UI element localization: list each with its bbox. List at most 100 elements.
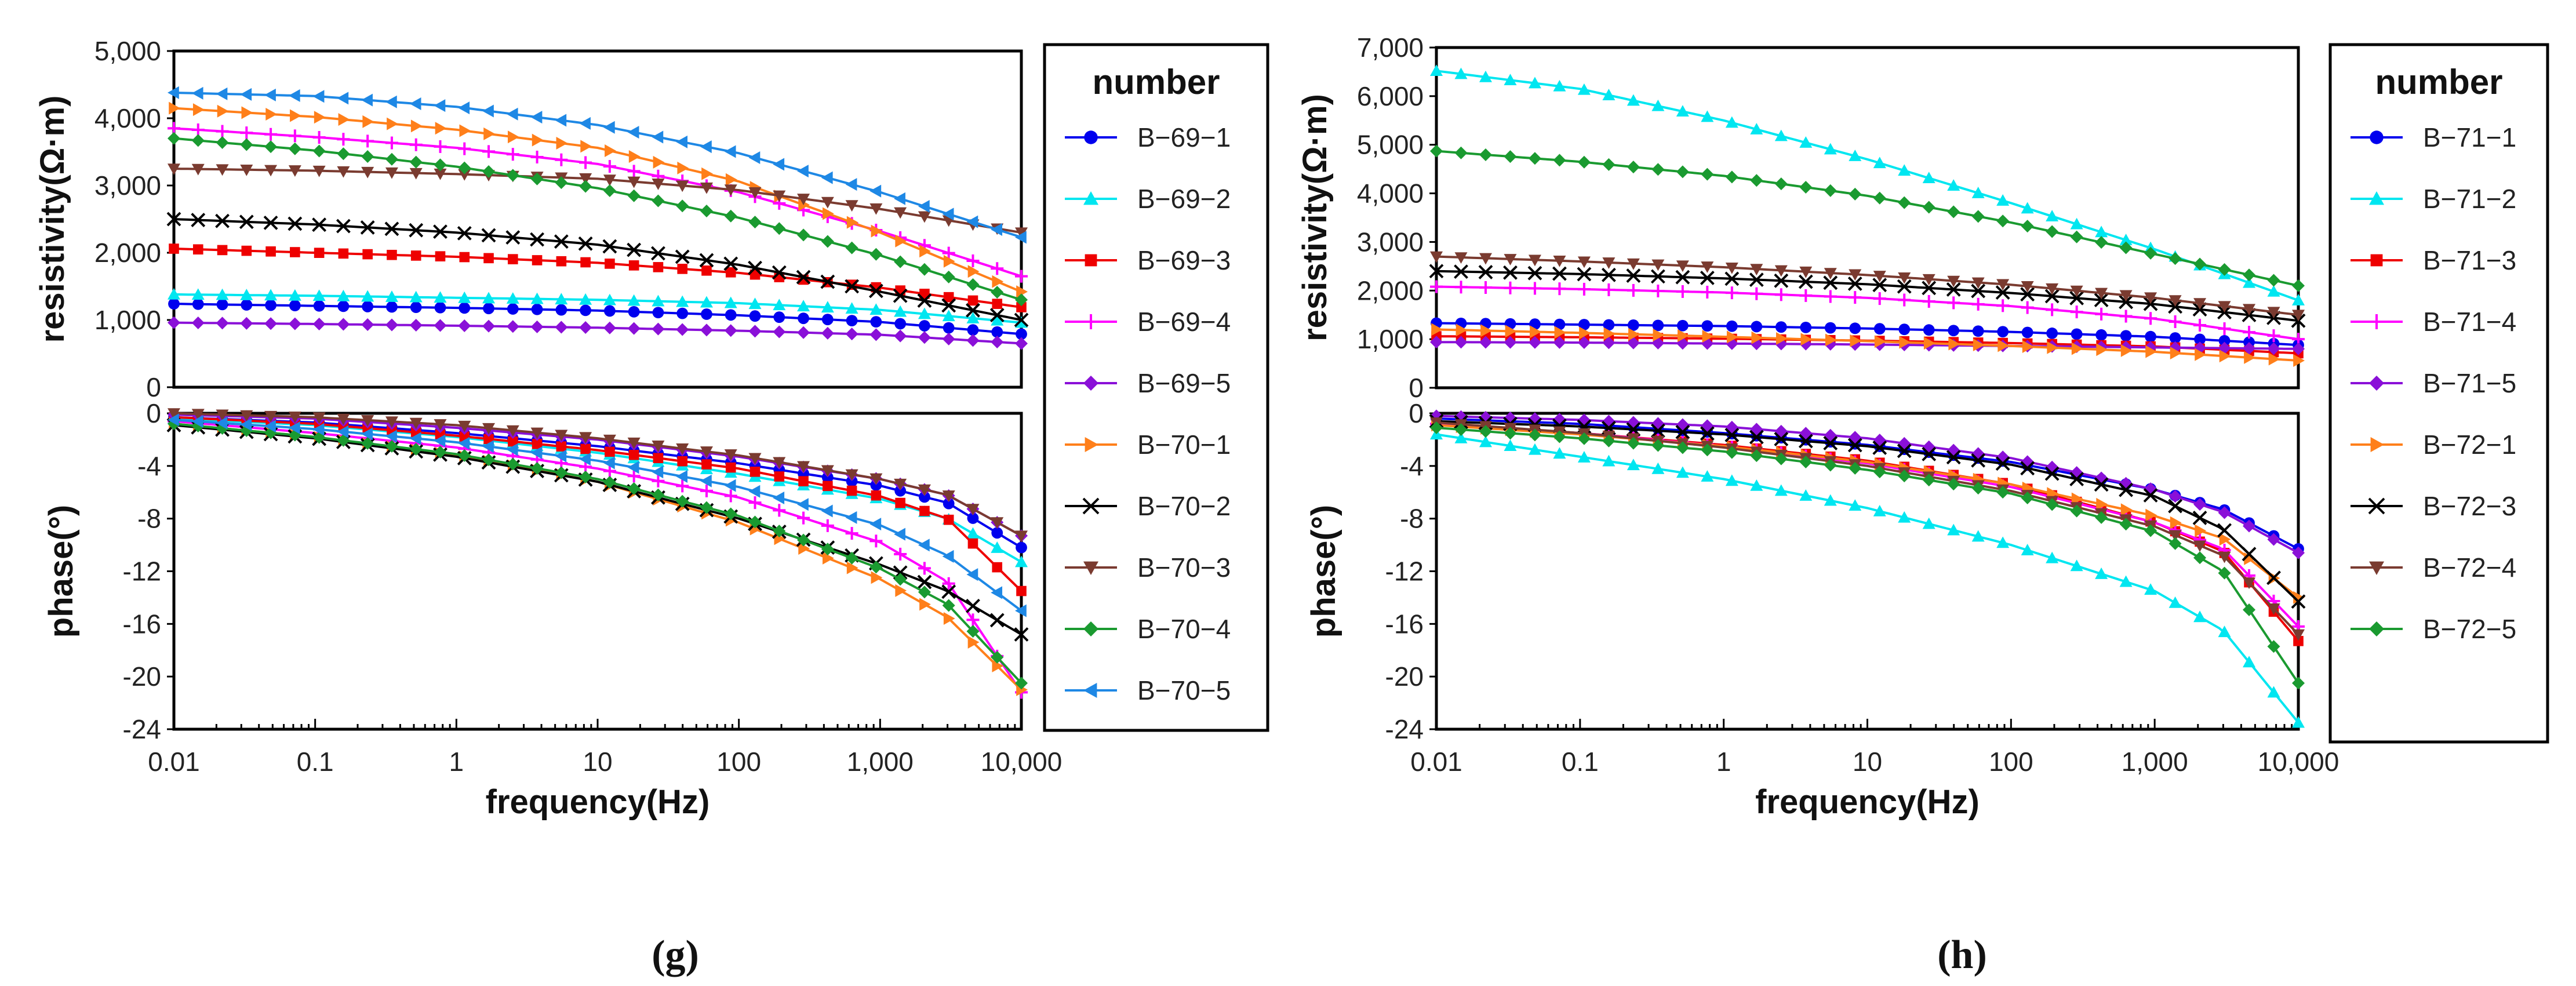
resistivity-point [555, 114, 567, 127]
phase-point [823, 551, 834, 565]
resistivity-point [1016, 285, 1028, 299]
resistivity-point [653, 155, 665, 169]
phase-point [748, 453, 762, 465]
phase-point [725, 462, 736, 473]
resistivity-point [992, 299, 1003, 309]
resistivity-point [798, 198, 810, 212]
resistivity-point [385, 95, 397, 108]
resistivity-point [2070, 217, 2083, 230]
resistivity-point [1430, 251, 1443, 263]
phase-point [798, 542, 810, 555]
resistivity-point [1971, 187, 1985, 198]
resistivity-point [1849, 269, 1862, 281]
resistivity-point [2169, 332, 2181, 344]
phase-point [845, 527, 858, 540]
resistivity-point [2095, 236, 2108, 249]
resistivity-point [361, 166, 374, 179]
resistivity-point [337, 300, 350, 312]
x-tick-label: 10,000 [2258, 747, 2339, 777]
phase-point [1798, 434, 1813, 449]
phase-point [1946, 450, 1961, 465]
legend-entry: B−72−3 [2351, 491, 2516, 521]
phase-point [966, 527, 980, 539]
resistivity-point [652, 194, 665, 208]
resistivity-point [435, 251, 446, 261]
resistivity-point [2021, 220, 2034, 233]
phase-point [2170, 516, 2182, 529]
resistivity-point [362, 301, 374, 312]
resistivity-point [1947, 205, 1960, 219]
phase-point [943, 612, 955, 625]
resistivity-point [2292, 310, 2305, 322]
phase-point [918, 585, 931, 599]
phase-point [1701, 470, 1714, 482]
legend-entry: B−72−4 [2351, 552, 2516, 583]
phase-y-tick-label: -4 [1400, 451, 1424, 481]
resistivity-point [821, 326, 834, 340]
phase-point [1823, 436, 1838, 450]
resistivity-point [265, 246, 276, 257]
phase-point [530, 427, 544, 439]
phase-point [991, 517, 1004, 529]
resistivity-point [580, 257, 591, 268]
resistivity-point [2292, 294, 2305, 305]
phase-point [2096, 497, 2108, 511]
phase-point [409, 442, 423, 456]
phase-point [748, 496, 762, 510]
resistivity-point [1922, 281, 1937, 296]
resistivity-point [409, 155, 423, 169]
phase-point [724, 489, 737, 503]
resistivity-line [1436, 150, 2299, 287]
phase-point [1725, 474, 1738, 486]
resistivity-point [263, 215, 278, 230]
legend-label: B−71−2 [2423, 184, 2516, 214]
resistivity-point [1849, 187, 1862, 201]
resistivity-point [217, 104, 229, 118]
resistivity-point [1749, 272, 1764, 288]
phase-point [1479, 435, 1492, 447]
resistivity-point [166, 212, 181, 227]
resistivity-point [2145, 330, 2156, 343]
resistivity-point [168, 86, 179, 99]
phase-point [821, 504, 833, 518]
resistivity-point [821, 171, 833, 184]
resistivity-point [264, 317, 278, 330]
phase-point [942, 550, 954, 563]
resistivity-point [1652, 319, 1664, 332]
phase-point [458, 449, 471, 462]
resistivity-point [240, 126, 253, 140]
legend-marker [1082, 497, 1100, 515]
phase-point [1675, 425, 1690, 439]
phase-point [967, 538, 978, 549]
phase-point [989, 613, 1005, 628]
phase-line [173, 419, 1023, 612]
resistivity-point [1430, 336, 1443, 349]
phase-point [2044, 466, 2060, 481]
phase-point [191, 409, 205, 421]
resistivity-point [1996, 279, 2010, 291]
resistivity-point [1702, 330, 1714, 343]
resistivity-point [1528, 282, 1541, 295]
resistivity-point [1898, 164, 1911, 176]
resistivity-point [312, 318, 326, 331]
phase-point [1971, 453, 1986, 468]
resistivity-point [1873, 323, 1886, 335]
resistivity-point [700, 205, 713, 218]
resistivity-point [724, 184, 737, 196]
resistivity-point [1996, 194, 2010, 206]
phase-point [821, 471, 834, 483]
resistivity-point [919, 245, 931, 258]
resistivity-point [2243, 268, 2256, 282]
legend-label: B−70−2 [1137, 491, 1231, 521]
resistivity-point [556, 256, 567, 267]
legend-marker [1083, 314, 1098, 329]
resistivity-point [1724, 271, 1740, 286]
resistivity-point [1874, 335, 1886, 348]
resistivity-point [1946, 282, 1961, 297]
resistivity-point [387, 249, 397, 260]
resistivity-point [2243, 276, 2256, 288]
resistivity-point [288, 216, 303, 231]
phase-point [2292, 676, 2305, 690]
res-y-tick-label: 7,000 [1357, 32, 1424, 63]
resistivity-point [385, 152, 398, 166]
